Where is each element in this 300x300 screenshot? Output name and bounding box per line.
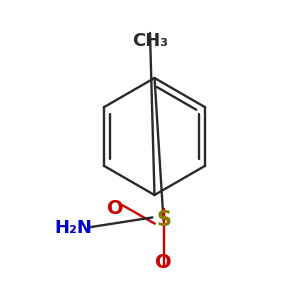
Text: CH₃: CH₃ — [132, 32, 168, 50]
Text: H₂N: H₂N — [55, 219, 92, 237]
Text: S: S — [156, 211, 171, 230]
Text: O: O — [155, 253, 172, 272]
Text: O: O — [107, 199, 124, 218]
